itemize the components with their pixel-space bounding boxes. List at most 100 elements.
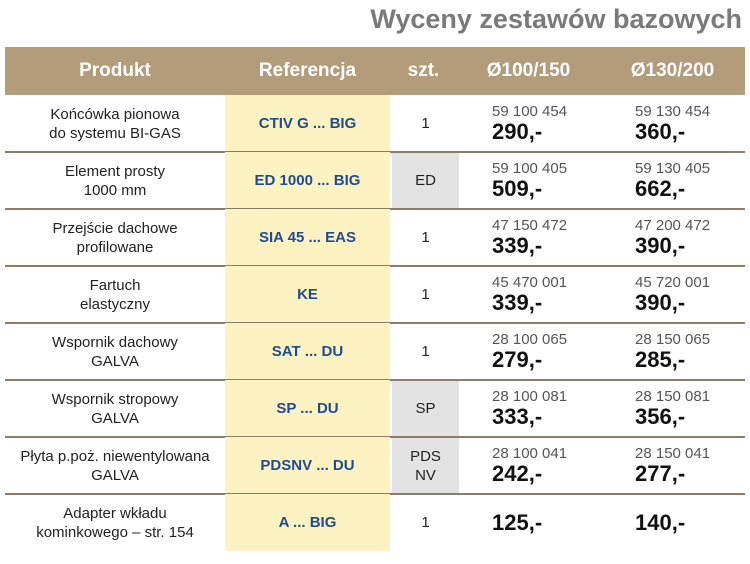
header-cell: Ø130/200: [630, 60, 715, 81]
reference: KE: [297, 286, 318, 303]
price: 360,-: [635, 119, 686, 144]
price: 339,-: [492, 290, 543, 315]
price-cell: 28 100 041 242,-: [457, 437, 600, 494]
price-cell: 28 150 041 277,-: [600, 437, 745, 494]
reference-cell: CTIV G ... BIG: [225, 95, 390, 152]
price: 279,-: [492, 347, 543, 372]
quantity-cell: 1: [392, 324, 459, 379]
reference-cell: A ... BIG: [225, 494, 390, 551]
product-cell: Fartuch elastyczny: [5, 266, 225, 323]
article-code: 59 100 454: [492, 103, 568, 120]
price-cell: 28 100 065 279,-: [457, 323, 600, 380]
reference: CTIV G ... BIG: [258, 115, 357, 132]
header-cell: Ø100/150: [486, 60, 571, 81]
price: 390,-: [635, 233, 686, 258]
product-cell: Wspornik dachowy GALVA: [5, 323, 225, 380]
reference-cell: SIA 45 ... EAS: [225, 209, 390, 266]
quantity-line: 1: [421, 115, 430, 132]
price: 339,-: [492, 233, 543, 258]
product-line: Wspornik stropowy: [51, 390, 179, 408]
price-cell: 47 150 472 339,-: [457, 209, 600, 266]
header-cell: szt.: [407, 60, 440, 81]
product-line: Adapter wkładu: [63, 504, 167, 522]
price: 662,-: [635, 176, 686, 201]
article-code: 28 150 081: [635, 388, 711, 405]
reference: SAT ... DU: [271, 343, 344, 360]
product-line: 1000 mm: [83, 181, 147, 199]
product-line: Fartuch: [89, 276, 141, 294]
product-cell: Końcówka pionowa do systemu BI-GAS: [5, 95, 225, 152]
article-code: 45 470 001: [492, 274, 568, 291]
quantity-cell: 1: [392, 210, 459, 265]
quantity-line: 1: [421, 229, 430, 246]
product-line: elastyczny: [79, 295, 151, 313]
product-line: Końcówka pionowa: [50, 105, 180, 123]
quantity-cell: 1: [392, 495, 459, 550]
product-cell: Adapter wkładu kominkowego – str. 154: [5, 494, 225, 551]
article-code: 45 720 001: [635, 274, 711, 291]
product-line: GALVA: [91, 409, 139, 427]
product-line: profilowane: [76, 238, 154, 256]
quantity-line: 1: [421, 343, 430, 360]
quantity-cell: 1: [392, 96, 459, 151]
row-separator: [5, 379, 745, 381]
price: 390,-: [635, 290, 686, 315]
reference: SIA 45 ... EAS: [259, 229, 356, 246]
price-cell: 140,-: [600, 494, 745, 551]
title: Wyceny zestawów bazowych: [370, 4, 742, 34]
article-code: 59 100 405: [492, 160, 568, 177]
product-line: GALVA: [91, 352, 139, 370]
price: 290,-: [492, 119, 543, 144]
price-cell: 45 720 001 390,-: [600, 266, 745, 323]
product-line: do systemu BI-GAS: [49, 124, 181, 142]
price: 356,-: [635, 404, 686, 429]
quantity-line: 1: [421, 514, 430, 531]
price: 125,-: [492, 509, 543, 535]
price: 333,-: [492, 404, 543, 429]
reference: SP ... DU: [276, 400, 339, 417]
product-line: Przejście dachowe: [52, 219, 178, 237]
row-separator: [5, 493, 745, 495]
article-code: 28 150 041: [635, 445, 711, 462]
quantity-cell: SP: [392, 381, 459, 436]
header-cell: Referencja: [258, 60, 357, 81]
price-cell: 59 130 405 662,-: [600, 152, 745, 209]
article-code: 47 200 472: [635, 217, 711, 234]
product-line: kominkowego – str. 154: [36, 523, 194, 541]
quantity-cell: 1: [392, 267, 459, 322]
product-cell: Przejście dachowe profilowane: [5, 209, 225, 266]
price: 509,-: [492, 176, 543, 201]
price: 285,-: [635, 347, 686, 372]
price-cell: 47 200 472 390,-: [600, 209, 745, 266]
product-cell: Płyta p.poż. niewentylowana GALVA: [5, 437, 225, 494]
article-code: 28 100 065: [492, 331, 568, 348]
quantity-cell: ED: [392, 153, 459, 208]
price-cell: 59 130 454 360,-: [600, 95, 745, 152]
article-code: 28 100 081: [492, 388, 568, 405]
product-line: Element prosty: [64, 162, 166, 180]
reference-cell: ED 1000 ... BIG: [225, 152, 390, 209]
reference-cell: PDSNV ... DU: [225, 437, 390, 494]
article-code: 59 130 405: [635, 160, 711, 177]
price-cell: 28 150 081 356,-: [600, 380, 745, 437]
reference: ED 1000 ... BIG: [254, 172, 361, 189]
reference-cell: SP ... DU: [225, 380, 390, 437]
product-cell: Element prosty 1000 mm: [5, 152, 225, 209]
article-code: 47 150 472: [492, 217, 568, 234]
product-line: Wspornik dachowy: [52, 333, 178, 351]
product-cell: Wspornik stropowy GALVA: [5, 380, 225, 437]
quantity-line: NV: [415, 466, 436, 484]
price: 277,-: [635, 461, 686, 486]
price-cell: 45 470 001 339,-: [457, 266, 600, 323]
article-code: 59 130 454: [635, 103, 711, 120]
row-separator: [5, 322, 745, 324]
article-code: 28 100 041: [492, 445, 568, 462]
product-line: GALVA: [91, 466, 139, 484]
quantity-line: PDS: [410, 447, 441, 465]
header-cell: Produkt: [79, 60, 151, 81]
row-separator: [5, 151, 745, 153]
row-separator: [5, 436, 745, 438]
price-cell: 59 100 454 290,-: [457, 95, 600, 152]
quantity-line: 1: [421, 286, 430, 303]
